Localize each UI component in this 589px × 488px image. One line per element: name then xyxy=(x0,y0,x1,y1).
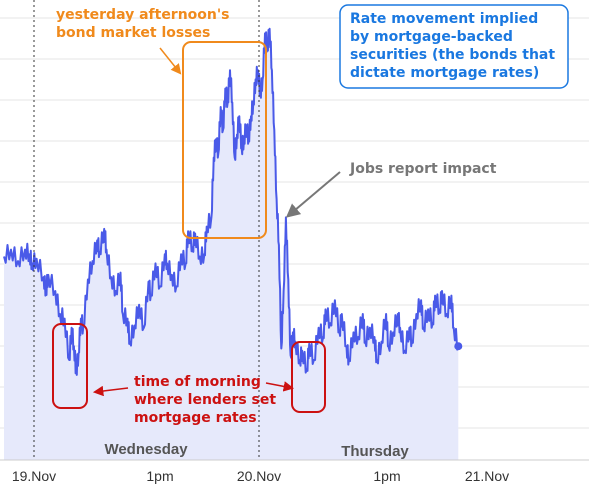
blue-note-line: Rate movement implied xyxy=(350,11,538,27)
red-note-line: mortgage rates xyxy=(134,410,257,426)
red-note: time of morning where lenders set mortga… xyxy=(134,374,276,426)
red-note-line: where lenders set xyxy=(134,392,276,408)
blue-note-line: securities (the bonds that xyxy=(350,47,555,63)
day-label-thursday: Thursday xyxy=(341,443,409,460)
blue-note: Rate movement implied by mortgage-backed… xyxy=(350,11,555,81)
red-note-line: time of morning xyxy=(134,374,261,390)
orange-highlight-box xyxy=(182,41,267,239)
red-arrow-right xyxy=(265,381,295,392)
series-area-fill xyxy=(4,28,459,461)
x-tick-label: 20.Nov xyxy=(237,468,281,484)
gray-arrow xyxy=(285,171,341,218)
x-tick-label: 1pm xyxy=(373,468,400,484)
series-line xyxy=(3,27,460,376)
x-tick-label: 21.Nov xyxy=(465,468,509,484)
orange-note-line: yesterday afternoon's xyxy=(56,7,230,23)
orange-note: yesterday afternoon's bond market losses xyxy=(56,7,230,41)
blue-note-box xyxy=(339,4,569,89)
day-label-wednesday: Wednesday xyxy=(104,441,188,458)
day-labels: Wednesday Thursday xyxy=(104,441,409,460)
blue-note-line: by mortgage-backed xyxy=(350,29,513,45)
gray-note: Jobs report impact xyxy=(349,161,497,177)
red-highlight-box-wednesday xyxy=(52,323,88,409)
x-tick-labels: 19.Nov 1pm 20.Nov 1pm 21.Nov xyxy=(12,468,509,484)
red-highlight-box-thursday xyxy=(291,341,326,413)
orange-note-line: bond market losses xyxy=(56,25,210,41)
orange-arrow xyxy=(159,47,182,75)
series-end-point xyxy=(454,342,463,351)
x-tick-label: 1pm xyxy=(146,468,173,484)
blue-note-line: dictate mortgage rates) xyxy=(350,65,539,81)
x-tick-label: 19.Nov xyxy=(12,468,56,484)
red-arrow-left xyxy=(92,385,129,397)
